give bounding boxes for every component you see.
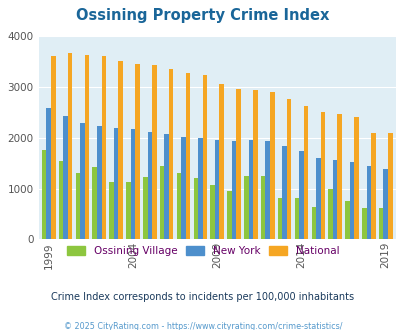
Bar bbox=[75, 173, 80, 239]
Bar bbox=[286, 99, 291, 239]
Bar bbox=[277, 198, 281, 239]
Bar bbox=[332, 160, 337, 239]
Bar bbox=[370, 133, 375, 239]
Bar bbox=[143, 177, 147, 239]
Bar bbox=[349, 162, 354, 239]
Text: Crime Index corresponds to incidents per 100,000 inhabitants: Crime Index corresponds to incidents per… bbox=[51, 292, 354, 302]
Bar bbox=[80, 122, 85, 239]
Bar bbox=[344, 201, 349, 239]
Bar bbox=[42, 150, 46, 239]
Bar bbox=[68, 53, 72, 239]
Bar bbox=[382, 169, 387, 239]
Bar bbox=[236, 88, 240, 239]
Bar bbox=[328, 188, 332, 239]
Bar bbox=[361, 208, 366, 239]
Bar bbox=[152, 65, 156, 239]
Bar bbox=[168, 69, 173, 239]
Bar bbox=[387, 133, 392, 239]
Bar bbox=[311, 207, 315, 239]
Bar bbox=[101, 56, 106, 239]
Bar bbox=[248, 140, 253, 239]
Bar bbox=[298, 151, 303, 239]
Text: © 2025 CityRating.com - https://www.cityrating.com/crime-statistics/: © 2025 CityRating.com - https://www.city… bbox=[64, 322, 341, 330]
Bar bbox=[366, 166, 370, 239]
Bar bbox=[164, 134, 168, 239]
Bar bbox=[260, 176, 265, 239]
Bar bbox=[265, 141, 269, 239]
Bar bbox=[214, 140, 219, 239]
Bar bbox=[227, 191, 231, 239]
Legend: Ossining Village, New York, National: Ossining Village, New York, National bbox=[62, 242, 343, 260]
Bar bbox=[354, 117, 358, 239]
Bar bbox=[253, 90, 257, 239]
Bar bbox=[337, 114, 341, 239]
Bar bbox=[126, 182, 130, 239]
Bar bbox=[109, 182, 113, 239]
Bar bbox=[294, 198, 298, 239]
Bar bbox=[118, 61, 123, 239]
Text: Ossining Property Crime Index: Ossining Property Crime Index bbox=[76, 8, 329, 23]
Bar bbox=[97, 126, 101, 239]
Bar bbox=[63, 116, 68, 239]
Bar bbox=[92, 167, 97, 239]
Bar bbox=[181, 137, 185, 239]
Bar bbox=[147, 132, 152, 239]
Bar bbox=[219, 84, 224, 239]
Bar bbox=[320, 112, 324, 239]
Bar bbox=[231, 141, 236, 239]
Bar bbox=[243, 176, 248, 239]
Bar bbox=[59, 161, 63, 239]
Bar bbox=[315, 158, 320, 239]
Bar bbox=[160, 166, 164, 239]
Bar bbox=[281, 146, 286, 239]
Bar bbox=[193, 178, 198, 239]
Bar bbox=[176, 173, 181, 239]
Bar bbox=[269, 92, 274, 239]
Bar bbox=[185, 73, 190, 239]
Bar bbox=[202, 75, 207, 239]
Bar bbox=[51, 55, 55, 239]
Bar bbox=[135, 64, 139, 239]
Bar bbox=[130, 129, 135, 239]
Bar bbox=[85, 54, 89, 239]
Bar bbox=[46, 108, 51, 239]
Bar bbox=[210, 185, 214, 239]
Bar bbox=[198, 138, 202, 239]
Bar bbox=[113, 128, 118, 239]
Bar bbox=[378, 208, 382, 239]
Bar bbox=[303, 106, 307, 239]
